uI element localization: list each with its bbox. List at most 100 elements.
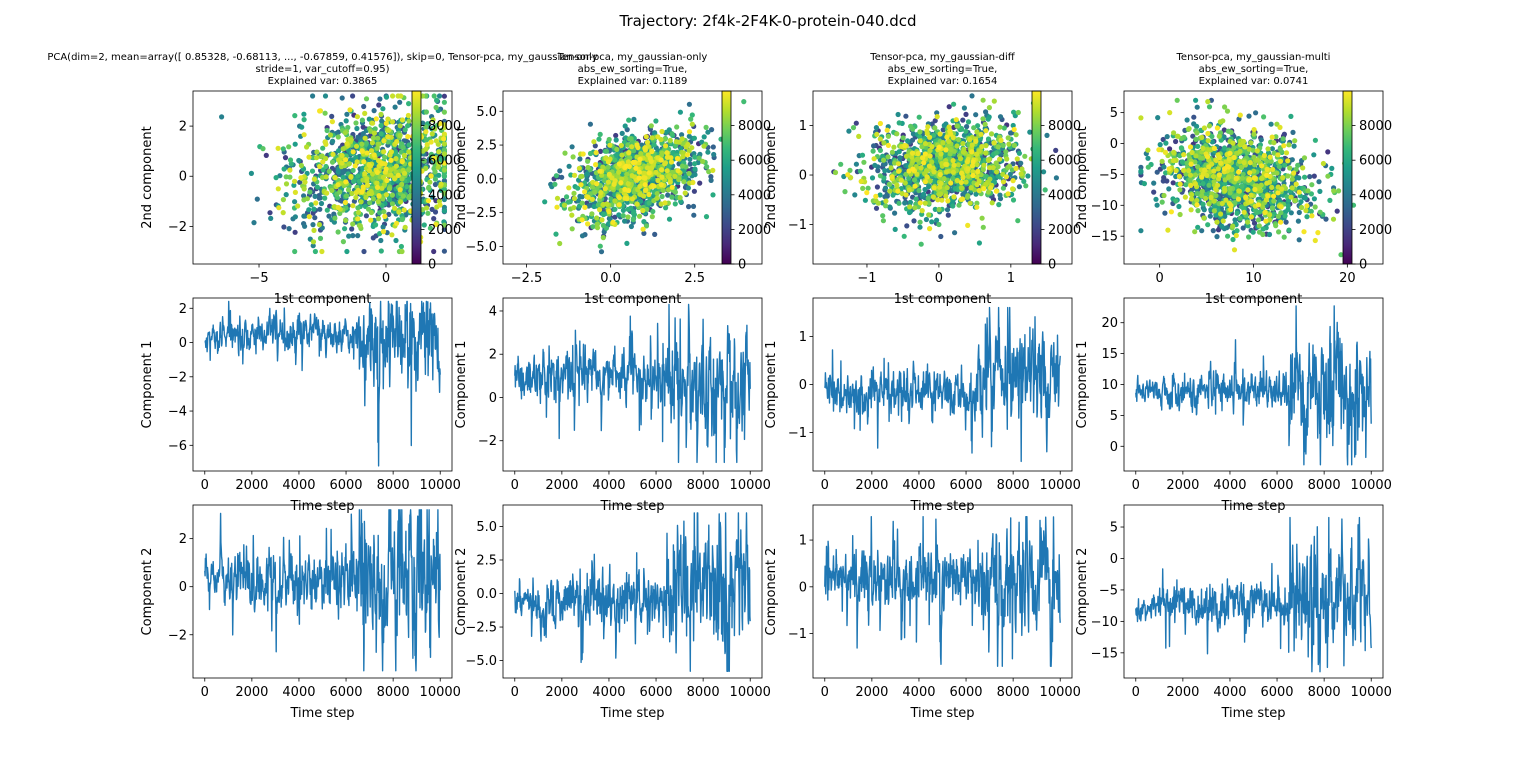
scatter-point	[306, 207, 312, 213]
scatter-point	[941, 176, 947, 182]
scatter-point	[323, 163, 329, 170]
scatter-point	[592, 189, 598, 195]
scatter-point	[610, 219, 616, 225]
scatter-point	[600, 235, 606, 241]
scatter-point	[907, 204, 913, 210]
scatter-point	[597, 148, 604, 154]
scatter-point	[922, 141, 929, 147]
scatter-point	[628, 223, 635, 230]
scatter-point	[682, 190, 688, 196]
scatter-point	[684, 152, 691, 158]
scatter-point	[902, 142, 908, 149]
scatter-point	[642, 182, 648, 188]
scatter-point	[432, 126, 438, 132]
scatter-point	[386, 127, 392, 133]
scatter-point	[381, 209, 387, 215]
scatter-point	[662, 161, 668, 167]
scatter-point	[628, 136, 634, 142]
scatter-point	[436, 149, 442, 155]
scatter-point	[638, 151, 644, 157]
scatter-point	[557, 168, 563, 174]
scatter-point	[917, 219, 923, 225]
scatter-point	[607, 216, 613, 222]
scatter-point	[696, 155, 702, 161]
scatter-point	[301, 193, 307, 199]
scatter-point	[655, 177, 661, 184]
scatter-point	[375, 198, 381, 205]
scatter-point	[679, 132, 685, 138]
scatter-point	[965, 173, 971, 179]
scatter-point	[337, 210, 343, 216]
scatter-point	[301, 132, 307, 138]
scatter-point	[681, 179, 687, 185]
scatter-point	[932, 125, 938, 131]
scatter-point	[983, 181, 989, 187]
scatter-point	[1004, 156, 1010, 162]
scatter-point	[664, 168, 670, 174]
scatter-point	[420, 120, 426, 126]
scatter-point	[967, 137, 973, 143]
scatter-point	[388, 167, 394, 173]
scatter-point	[326, 213, 332, 219]
scatter-point	[692, 161, 698, 167]
scatter-point	[958, 156, 964, 162]
scatter-point	[426, 185, 432, 191]
scatter-point	[927, 134, 933, 140]
scatter-point	[939, 197, 945, 203]
colorbar-tick-label: 4000	[738, 188, 771, 203]
scatter-point	[903, 192, 909, 198]
scatter-point	[884, 127, 890, 133]
scatter-point	[936, 221, 942, 228]
scatter-point	[378, 111, 384, 117]
scatter-point	[943, 147, 949, 153]
scatter-point	[322, 195, 328, 201]
scatter-point	[354, 159, 360, 165]
scatter-point	[366, 116, 372, 122]
scatter-point	[965, 222, 971, 228]
scatter-point	[283, 192, 289, 198]
scatter-point	[346, 161, 352, 167]
scatter-point	[603, 148, 610, 154]
scatter-point	[580, 151, 586, 157]
scatter-point	[832, 169, 839, 176]
scatter-point	[634, 201, 640, 207]
scatter-point	[359, 117, 365, 123]
scatter-point	[688, 116, 694, 122]
colorbar-tick-label: 6000	[428, 154, 461, 169]
scatter-point	[927, 226, 933, 232]
scatter-point	[663, 143, 669, 149]
scatter-point	[991, 140, 997, 146]
scatter-point	[353, 143, 360, 149]
scatter-point	[386, 186, 393, 192]
scatter-point	[911, 177, 918, 183]
scatter-point	[631, 148, 637, 154]
scatter-point	[324, 207, 330, 213]
scatter-point	[659, 174, 665, 180]
scatter-point	[1193, 97, 1199, 103]
scatter-point	[380, 174, 387, 180]
scatter-point	[597, 131, 603, 137]
scatter-point	[299, 124, 305, 130]
scatter-point	[363, 213, 369, 219]
colorbar	[721, 90, 732, 265]
scatter-point	[1010, 178, 1016, 184]
colorbar	[1031, 90, 1042, 265]
y-axis-label: 2nd component	[140, 126, 155, 228]
scatter-point	[931, 132, 937, 138]
scatter-point	[613, 137, 619, 143]
scatter-point	[400, 144, 406, 150]
scatter-point	[847, 167, 853, 173]
scatter-point	[885, 154, 891, 160]
scatter-point	[896, 200, 902, 206]
scatter-point	[653, 169, 659, 175]
scatter-point	[927, 153, 933, 159]
scatter-point	[349, 226, 355, 232]
scatter-point	[945, 198, 951, 204]
scatter-point	[624, 240, 630, 246]
scatter-point	[1003, 174, 1010, 180]
scatter-point	[959, 185, 965, 191]
scatter-point	[630, 159, 636, 165]
scatter-point	[373, 222, 379, 228]
scatter-point	[600, 211, 607, 218]
scatter-point	[641, 219, 647, 225]
